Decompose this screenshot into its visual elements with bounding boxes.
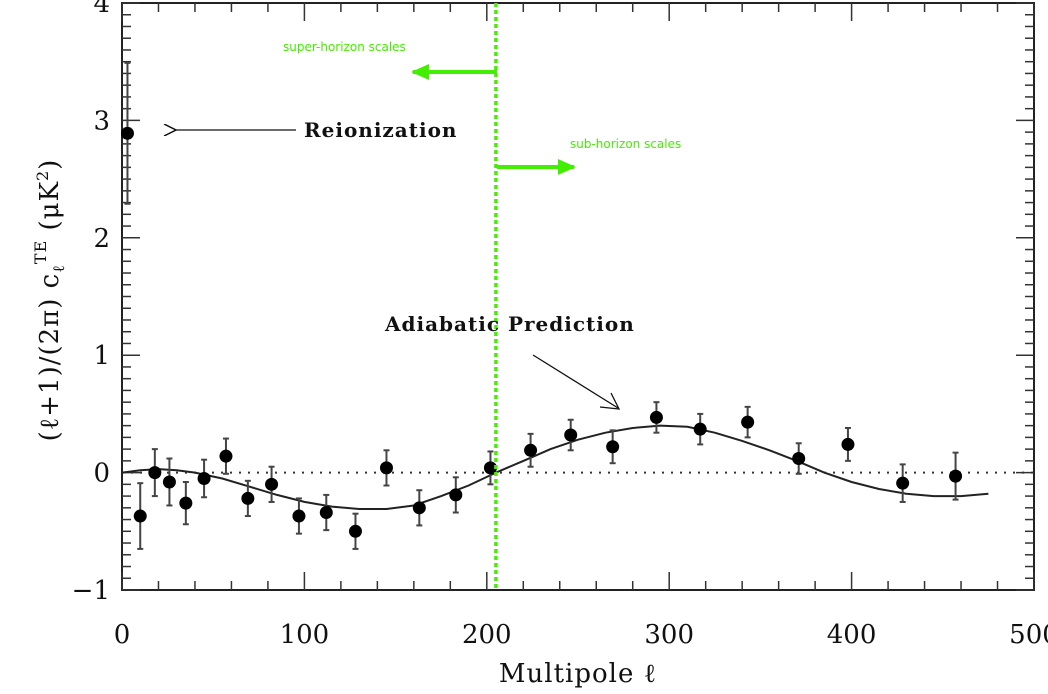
data-point (179, 496, 193, 510)
x-tick-label: 300 (644, 620, 694, 650)
x-tick-label: 500 (1009, 620, 1048, 650)
data-point (841, 437, 855, 451)
data-point (792, 452, 806, 466)
data-point (219, 449, 233, 463)
data-point (319, 506, 333, 520)
adiabatic-arrowhead (599, 392, 621, 410)
data-point (265, 477, 279, 491)
x-tick-label: 0 (114, 620, 131, 650)
adiabatic-prediction-label: Adiabatic Prediction (384, 312, 635, 336)
data-point (896, 476, 910, 490)
y-tick-label: 1 (93, 341, 110, 371)
plot-border (121, 2, 1035, 591)
data-point (148, 466, 162, 480)
x-tick-label: 400 (827, 620, 877, 650)
y-tick-label: 3 (93, 106, 110, 136)
super-horizon-label: super-horizon scales (283, 40, 406, 54)
axis-ticks: −1012340100200300400500 (72, 0, 1048, 650)
data-point (949, 469, 963, 483)
data-point (606, 440, 620, 454)
data-point (292, 509, 306, 523)
data-point (379, 461, 393, 475)
x-tick-label: 200 (462, 620, 512, 650)
data-point (449, 488, 463, 502)
prediction-curve-path (121, 424, 989, 510)
x-axis-label: Multipole ℓ (499, 659, 657, 689)
adiabatic-prediction-curve (121, 424, 989, 510)
y-label-suffix: (μK (35, 181, 65, 240)
y-tick-label: 2 (93, 224, 110, 254)
data-points (120, 61, 963, 550)
y-label-unit-sup: 2 (33, 170, 52, 181)
data-point (348, 524, 362, 538)
y-tick-label: −1 (72, 576, 110, 606)
y-label-close: ) (35, 159, 65, 170)
data-point (120, 126, 134, 140)
data-point (412, 501, 426, 515)
data-point (564, 428, 578, 442)
data-point (162, 475, 176, 489)
data-point (693, 422, 707, 436)
data-point (197, 471, 211, 485)
adiabatic-prediction-arrow (532, 354, 619, 409)
y-tick-label: 4 (93, 0, 110, 19)
data-point (241, 491, 255, 505)
plot-frame (121, 2, 1035, 591)
data-point (483, 461, 497, 475)
reionization-label: Reionization (304, 118, 457, 142)
sub-horizon-label: sub-horizon scales (570, 137, 681, 151)
y-label-sup: TE (31, 240, 50, 264)
y-axis-label: (ℓ+1)/(2π) cℓTE (μK2) (31, 159, 68, 442)
y-label-prefix: (ℓ+1)/(2π) c (35, 273, 65, 442)
y-label-sub: ℓ (49, 264, 68, 273)
data-point (741, 415, 755, 429)
data-point (649, 410, 663, 424)
data-point (133, 509, 147, 523)
y-tick-label: 0 (93, 459, 110, 489)
data-point (524, 443, 538, 457)
x-tick-label: 100 (280, 620, 330, 650)
